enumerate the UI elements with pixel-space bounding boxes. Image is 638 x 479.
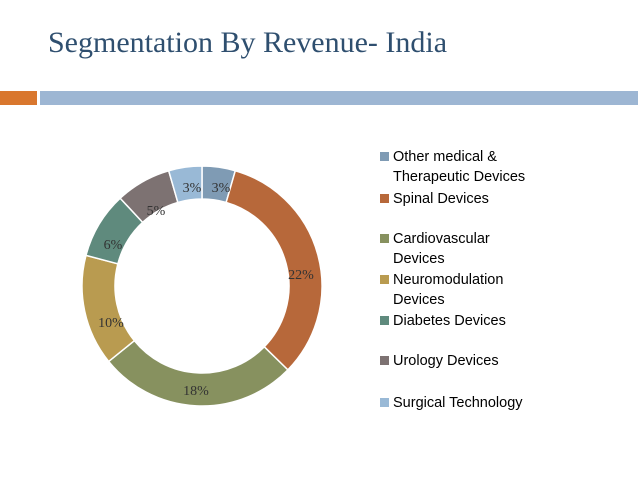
slide-title: Segmentation By Revenue- India [48,26,448,59]
legend-label-1-line-1: Other medical & [393,149,497,165]
title-accent-bar-blue [40,91,638,105]
legend-label-3-line-1: Cardiovascular [393,231,490,247]
legend-label-4-line-1: Neuromodulation [393,272,503,288]
chart-legend: Other medical & Therapeutic Devices Spinal… [380,149,525,411]
legend-swatch-4 [380,275,389,284]
legend-label-7: Surgical Technology [393,395,523,411]
data-label-3: 18% [183,384,209,399]
legend-swatch-3 [380,234,389,243]
legend-label-6: Urology Devices [393,353,499,369]
data-label-4: 10% [98,316,124,331]
legend-label-3-line-2: Devices [393,251,445,267]
data-label-6: 5% [147,204,166,219]
legend-label-2: Spinal Devices [393,191,489,207]
legend-label-4-line-2: Devices [393,292,445,308]
legend-swatch-2 [380,194,389,203]
legend-label-1-line-2: Therapeutic Devices [393,169,525,185]
data-label-5: 6% [104,238,123,253]
data-label-1: 3% [212,181,231,196]
legend-label-5: Diabetes Devices [393,313,506,329]
donut-slice-4 [81,254,136,363]
legend-swatch-5 [380,316,389,325]
data-labels: 3% 22% 18% 10% 6% 5% 3% [98,181,314,399]
legend-swatch-7 [380,398,389,407]
data-label-2: 22% [288,268,314,283]
legend-swatch-6 [380,356,389,365]
donut-slice-7 [167,165,203,204]
title-accent-bar-orange [0,91,37,105]
legend-swatch-1 [380,152,389,161]
donut-slices [81,165,323,407]
data-label-7: 3% [183,181,202,196]
